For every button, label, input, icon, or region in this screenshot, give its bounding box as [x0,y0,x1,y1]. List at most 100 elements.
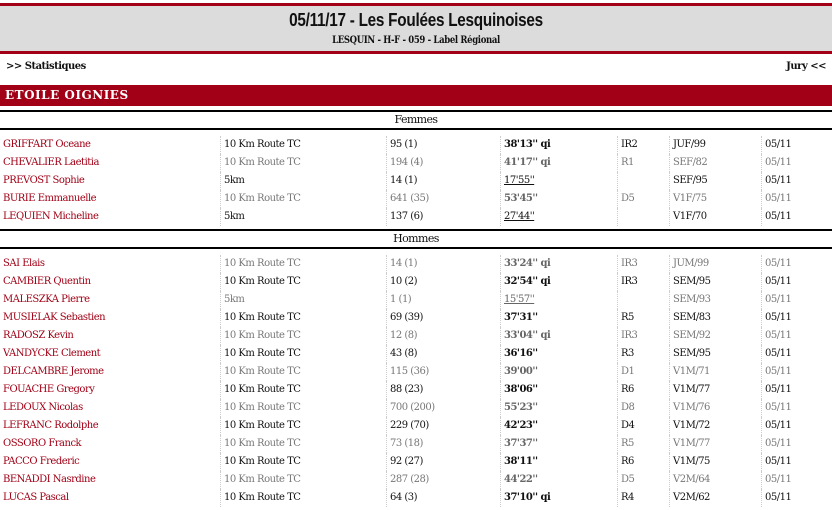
athlete-name[interactable]: LUCAS Pascal [3,492,69,503]
athlete-name[interactable]: MUSIELAK Sebastien [3,312,106,323]
age-category: SEM/83 [669,309,711,327]
time: 53'45'' [500,190,538,208]
athlete-name[interactable]: RADOSZ Kevin [3,330,74,341]
time: 33'24'' qi [500,255,551,273]
course: 10 Km Route TC [220,399,301,417]
result-row: RADOSZ Kevin 10 Km Route TC 12 (8) 33'04'' … [0,327,832,345]
result-row: PREVOST Sophie 5km 14 (1) 17'55'' SEF/95 05/1… [0,172,832,190]
time: 55'23'' [500,399,538,417]
age-category: V1M/72 [669,417,710,435]
athlete-name[interactable]: GRIFFART Oceane [3,139,91,150]
place: 1 (1) [386,291,412,309]
athlete-name[interactable]: CHEVALIER Laetitia [3,157,99,168]
course: 10 Km Route TC [220,381,301,399]
category-level: R4 [617,489,634,507]
result-row: LEDOUX Nicolas 10 Km Route TC 700 (200) 55'… [0,399,832,417]
time[interactable]: 17'55'' [500,172,535,190]
time: 38'13'' qi [500,136,551,154]
category-level: D1 [617,363,635,381]
time: 38'06'' [500,381,538,399]
result-row: FOUACHE Gregory 10 Km Route TC 88 (23) 38'0… [0,381,832,399]
date: 05/11 [761,291,792,309]
result-row: CHEVALIER Laetitia 10 Km Route TC 194 (4) 4… [0,154,832,172]
course: 10 Km Route TC [220,453,301,471]
place: 12 (8) [386,327,418,345]
result-row: MALESZKA Pierre 5km 1 (1) 15'57'' SEM/93 05/1… [0,291,832,309]
athlete-name[interactable]: CAMBIER Quentin [3,276,91,287]
age-category: V2M/64 [669,471,710,489]
age-category: SEF/82 [669,154,708,172]
place: 88 (23) [386,381,423,399]
place: 115 (36) [386,363,429,381]
athlete-name[interactable]: BENADDI Nasrdine [3,474,96,485]
age-category: V1M/76 [669,399,710,417]
time[interactable]: 27'44'' [500,208,535,226]
time: 33'04'' qi [500,327,551,345]
course: 10 Km Route TC [220,273,301,291]
date: 05/11 [761,471,792,489]
athlete-name[interactable]: LEFRANC Rodolphe [3,420,99,431]
time[interactable]: 15'57'' [500,291,535,309]
time: 39'00'' [500,363,538,381]
section-femmes: Femmes [0,110,832,130]
date: 05/11 [761,417,792,435]
athlete-name[interactable]: DELCAMBRE Jerome [3,366,104,377]
age-category: V2M/62 [669,489,710,507]
time: 32'54'' qi [500,273,551,291]
page-header: 05/11/17 - Les Foulées Lesquinoises LESQ… [0,3,832,54]
athlete-name[interactable]: VANDYCKE Clement [3,348,101,359]
age-category: V1F/75 [669,190,707,208]
date: 05/11 [761,381,792,399]
date: 05/11 [761,363,792,381]
age-category: V1M/77 [669,381,710,399]
date: 05/11 [761,190,792,208]
athlete-name[interactable]: OSSORO Franck [3,438,82,449]
result-row: PACCO Frederic 10 Km Route TC 92 (27) 38'11… [0,453,832,471]
course: 10 Km Route TC [220,363,301,381]
category-level: R5 [617,309,634,327]
course: 10 Km Route TC [220,471,301,489]
athlete-name[interactable]: FOUACHE Gregory [3,384,95,395]
category-level [617,172,621,190]
time: 36'16'' [500,345,538,363]
athlete-name[interactable]: PACCO Frederic [3,456,80,467]
date: 05/11 [761,453,792,471]
place: 641 (35) [386,190,429,208]
result-row: VANDYCKE Clement 10 Km Route TC 43 (8) 36'1… [0,345,832,363]
result-row: LEQUIEN Micheline 5km 137 (6) 27'44'' V1F/70… [0,208,832,226]
course: 10 Km Route TC [220,136,301,154]
age-category: V1M/75 [669,453,710,471]
date: 05/11 [761,489,792,507]
athlete-name[interactable]: LEDOUX Nicolas [3,402,83,413]
course: 10 Km Route TC [220,309,301,327]
category-level: IR3 [617,273,638,291]
time: 37'31'' [500,309,538,327]
page-subtitle: LESQUIN - H-F - 059 - Label Régional [332,35,500,46]
place: 700 (200) [386,399,435,417]
result-row: DELCAMBRE Jerome 10 Km Route TC 115 (36) 39… [0,363,832,381]
result-row: SAI Elais 10 Km Route TC 14 (1) 33'24'' qi I… [0,255,832,273]
category-level: IR3 [617,327,638,345]
result-row: BENADDI Nasrdine 10 Km Route TC 287 (28) 44… [0,471,832,489]
date: 05/11 [761,208,792,226]
date: 05/11 [761,255,792,273]
result-row: MUSIELAK Sebastien 10 Km Route TC 69 (39) 3… [0,309,832,327]
place: 287 (28) [386,471,429,489]
athlete-name[interactable]: BURIE Emmanuelle [3,193,97,204]
jury-link[interactable]: Jury << [786,61,826,72]
date: 05/11 [761,136,792,154]
date: 05/11 [761,154,792,172]
athlete-name[interactable]: PREVOST Sophie [3,175,85,186]
category-level: IR2 [617,136,638,154]
statistiques-link[interactable]: >> Statistiques [6,61,86,72]
athlete-name[interactable]: SAI Elais [3,258,45,269]
time: 44'22'' [500,471,538,489]
result-row: LUCAS Pascal 10 Km Route TC 64 (3) 37'10'' … [0,489,832,507]
athlete-name[interactable]: LEQUIEN Micheline [3,211,99,222]
age-category: JUM/99 [669,255,709,273]
age-category: SEM/95 [669,273,711,291]
time: 37'10'' qi [500,489,551,507]
date: 05/11 [761,309,792,327]
date: 05/11 [761,273,792,291]
athlete-name[interactable]: MALESZKA Pierre [3,294,90,305]
